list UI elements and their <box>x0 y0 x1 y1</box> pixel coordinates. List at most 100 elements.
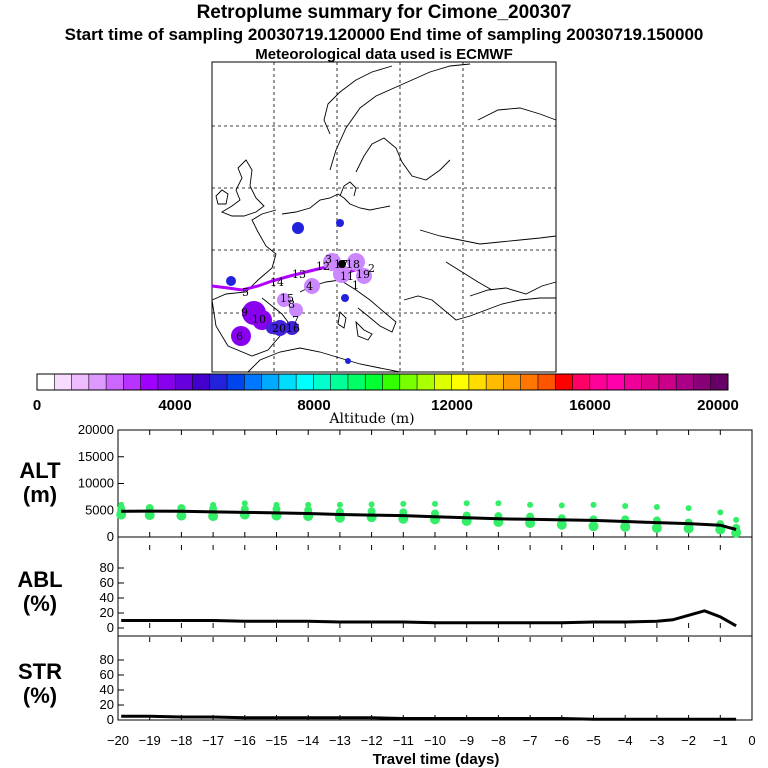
colorbar-tick: 0 <box>33 397 41 414</box>
data-point <box>590 501 597 508</box>
data-point <box>432 500 438 507</box>
x-tick-label: −11 <box>393 733 414 748</box>
colorbar-swatch <box>658 374 677 390</box>
colorbar-tick: 16000 <box>569 397 611 414</box>
data-point <box>400 500 407 507</box>
y-axis-label: (%) <box>23 683 57 708</box>
colorbar-swatch <box>192 374 211 390</box>
colorbar-swatch <box>572 374 591 390</box>
plume-point <box>226 276 236 286</box>
x-tick-label: −7 <box>523 733 538 748</box>
y-tick-label: 5000 <box>85 502 114 517</box>
plume-point <box>292 222 304 234</box>
colorbar-swatch <box>37 374 55 390</box>
data-point <box>653 504 660 511</box>
colorbar-swatch <box>520 374 539 390</box>
colorbar-swatch <box>555 374 574 390</box>
x-tick-label: −13 <box>329 733 351 748</box>
track-label: 2 <box>368 262 375 275</box>
y-tick-label: 15000 <box>78 449 114 464</box>
data-point <box>368 501 375 508</box>
colorbar-swatch <box>140 374 159 390</box>
y-axis-label: (m) <box>23 482 57 507</box>
colorbar-swatch <box>537 374 556 390</box>
track-label: 6 <box>236 330 243 343</box>
colorbar-tick-labels: 0 4000 8000 12000 16000 20000 <box>33 397 739 414</box>
colorbar-swatch <box>451 374 470 390</box>
x-tick-label: −14 <box>297 733 319 748</box>
data-point <box>733 516 740 523</box>
track-label: 19 <box>356 268 370 281</box>
colorbar-swatch <box>157 374 176 390</box>
x-tick-label: −8 <box>491 733 506 748</box>
data-point <box>588 521 599 532</box>
y-tick-label: 60 <box>100 575 114 590</box>
data-point <box>556 519 567 530</box>
data-point <box>622 502 629 509</box>
y-axis-label: ALT <box>19 458 61 483</box>
colorbar-swatch <box>710 374 729 390</box>
plume-point <box>266 322 278 334</box>
data-point <box>683 523 694 534</box>
x-tick-label: −16 <box>234 733 256 748</box>
colorbar-swatch <box>486 374 504 390</box>
y-tick-label: 0 <box>107 529 114 544</box>
x-tick-label: −12 <box>361 733 383 748</box>
colorbar-swatch <box>244 374 263 390</box>
data-point <box>241 500 248 507</box>
track-label: 3 <box>325 253 332 266</box>
y-tick-label: 0 <box>107 620 114 635</box>
x-tick-label: −1 <box>713 733 728 748</box>
colorbar-swatch <box>641 374 660 390</box>
panel-frame <box>117 429 753 721</box>
colorbar-swatch <box>106 374 124 390</box>
y-axis-label: (%) <box>23 591 57 616</box>
data-point <box>336 501 343 508</box>
track-label: 10 <box>252 313 266 326</box>
colorbar-tick: 4000 <box>158 397 191 414</box>
colorbar-swatch <box>693 374 712 390</box>
colorbar-swatch <box>434 374 453 390</box>
colorbar-tick: 20000 <box>697 397 739 414</box>
y-tick-label: 60 <box>100 667 114 682</box>
y-tick-label: 10000 <box>78 476 114 491</box>
y-tick-label: 0 <box>107 712 114 727</box>
y-tick-label: 20 <box>100 605 114 620</box>
colorbar-swatch <box>123 374 142 390</box>
track-label: 5 <box>242 286 249 299</box>
data-point <box>208 511 219 522</box>
x-tick-label: −20 <box>107 733 129 748</box>
colorbar-title: Altitude (m) <box>328 411 414 427</box>
track-labels: 1 2 3 4 5 6 7 8 9 10 11 12 13 14 15 16 1… <box>236 253 375 343</box>
colorbar-swatch <box>278 374 297 390</box>
data-point <box>717 509 724 516</box>
data-point <box>558 502 565 509</box>
y-tick-label: 20000 <box>78 422 114 437</box>
colorbar-swatch <box>417 374 435 390</box>
sampling-times: Start time of sampling 20030719.120000 E… <box>64 25 704 44</box>
plume-point <box>333 265 351 283</box>
y-axis-label: ABL <box>17 567 62 592</box>
track-label: 14 <box>270 276 284 289</box>
y-tick-label: 80 <box>100 652 114 667</box>
colorbar-swatch <box>365 374 383 390</box>
track-label: 15 <box>280 292 294 305</box>
data-point <box>272 505 281 514</box>
plume-point <box>285 321 299 335</box>
x-tick-label: 0 <box>748 733 755 748</box>
data-point <box>176 510 187 521</box>
data-point <box>210 501 217 508</box>
plume-point <box>289 303 303 317</box>
colorbar-swatch <box>347 374 366 390</box>
colorbar-swatch <box>175 374 193 390</box>
colorbar-swatch <box>589 374 608 390</box>
x-tick-label: −4 <box>618 733 633 748</box>
y-axis-label: STR <box>18 659 62 684</box>
plume-track <box>211 219 372 364</box>
map-frame: 1 2 3 4 5 6 7 8 9 10 11 12 13 14 15 16 1… <box>211 61 557 373</box>
track-label: 16 <box>286 322 300 335</box>
colorbar-swatch <box>88 374 107 390</box>
plume-point <box>304 278 320 294</box>
colorbar-swatch <box>71 374 90 390</box>
data-point <box>685 505 692 512</box>
